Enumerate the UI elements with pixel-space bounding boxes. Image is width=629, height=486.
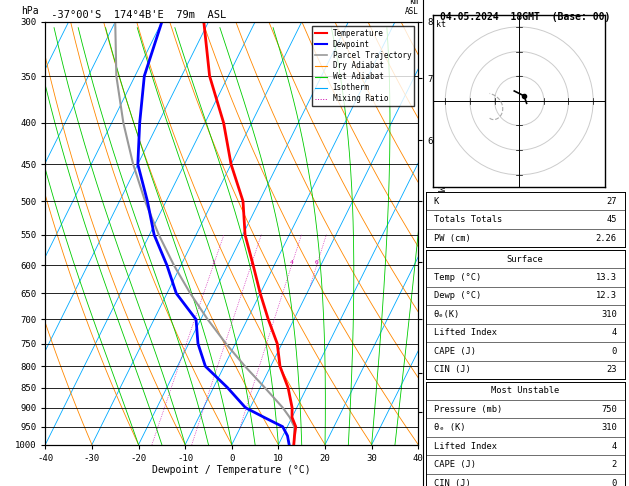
Text: 0: 0: [611, 479, 616, 486]
Text: 4: 4: [611, 442, 616, 451]
Text: 23: 23: [606, 365, 616, 374]
Text: 2.26: 2.26: [596, 234, 616, 243]
Text: Pressure (mb): Pressure (mb): [434, 405, 502, 414]
Text: 27: 27: [606, 197, 616, 206]
Text: θₑ (K): θₑ (K): [434, 423, 465, 432]
Text: 6: 6: [315, 260, 318, 265]
Text: 4: 4: [290, 260, 294, 265]
Text: 310: 310: [601, 423, 616, 432]
Text: hPa: hPa: [21, 5, 38, 16]
Text: 13.3: 13.3: [596, 273, 616, 282]
Text: -37°00'S  174°4B'E  79m  ASL: -37°00'S 174°4B'E 79m ASL: [45, 10, 226, 20]
Text: Dewp (°C): Dewp (°C): [434, 292, 481, 300]
Text: CIN (J): CIN (J): [434, 479, 470, 486]
Text: © weatheronline.co.uk: © weatheronline.co.uk: [473, 471, 577, 480]
Text: Surface: Surface: [507, 255, 543, 263]
Text: LCL: LCL: [426, 449, 441, 458]
Text: K: K: [434, 197, 439, 206]
Text: kt: kt: [437, 20, 447, 29]
Text: Temp (°C): Temp (°C): [434, 273, 481, 282]
Text: 0: 0: [611, 347, 616, 356]
Text: CAPE (J): CAPE (J): [434, 460, 476, 469]
Text: 04.05.2024  18GMT  (Base: 00): 04.05.2024 18GMT (Base: 00): [440, 12, 610, 22]
Text: PW (cm): PW (cm): [434, 234, 470, 243]
Text: θₑ(K): θₑ(K): [434, 310, 460, 319]
Text: km
ASL: km ASL: [404, 0, 418, 16]
Text: Most Unstable: Most Unstable: [491, 386, 559, 395]
X-axis label: Dewpoint / Temperature (°C): Dewpoint / Temperature (°C): [152, 466, 311, 475]
Text: Totals Totals: Totals Totals: [434, 215, 502, 224]
Legend: Temperature, Dewpoint, Parcel Trajectory, Dry Adiabat, Wet Adiabat, Isotherm, Mi: Temperature, Dewpoint, Parcel Trajectory…: [312, 26, 415, 106]
Text: Lifted Index: Lifted Index: [434, 329, 497, 337]
Text: CIN (J): CIN (J): [434, 365, 470, 374]
Y-axis label: Mixing Ratio (g/kg): Mixing Ratio (g/kg): [435, 186, 444, 281]
Text: 12.3: 12.3: [596, 292, 616, 300]
Text: 2: 2: [611, 460, 616, 469]
Text: CAPE (J): CAPE (J): [434, 347, 476, 356]
Text: 4: 4: [611, 329, 616, 337]
Text: 45: 45: [606, 215, 616, 224]
Text: 2: 2: [249, 260, 253, 265]
Text: 1: 1: [211, 260, 215, 265]
Text: 310: 310: [601, 310, 616, 319]
Text: Lifted Index: Lifted Index: [434, 442, 497, 451]
Text: 750: 750: [601, 405, 616, 414]
